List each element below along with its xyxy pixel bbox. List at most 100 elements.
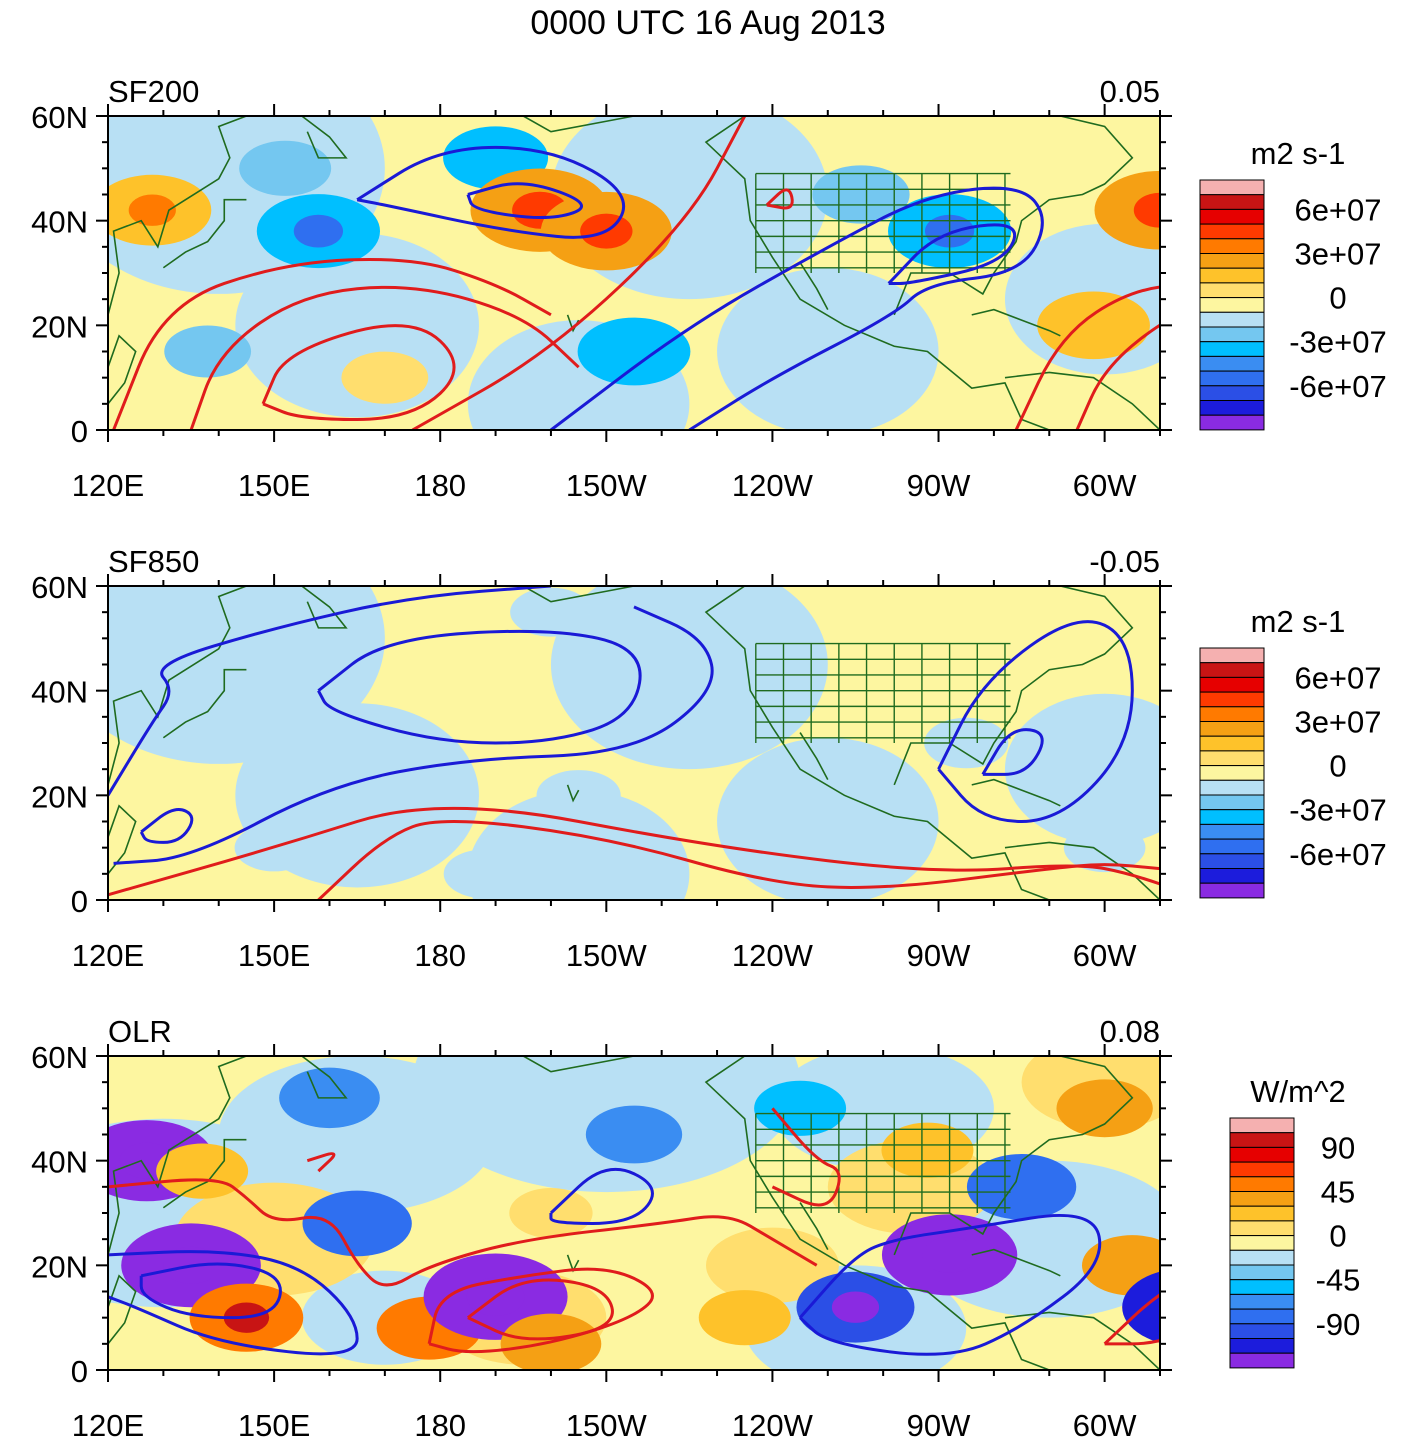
x-tick-label: 180 [414, 1408, 466, 1443]
anomaly-core [293, 214, 344, 248]
coastline [704, 586, 1050, 900]
colorbar-swatch [1229, 1308, 1295, 1325]
colorbar-swatch [1199, 400, 1265, 416]
coastline [799, 1202, 829, 1251]
colorbar-swatch [1199, 297, 1265, 313]
colorbar-label: -90 [1316, 1307, 1361, 1342]
colorbar-label: 6e+07 [1294, 192, 1381, 227]
colorbar-label: 90 [1321, 1130, 1355, 1165]
contour-negative [356, 145, 626, 239]
shaded-field [108, 116, 1160, 430]
contour-positive [108, 1178, 818, 1287]
colorbar-label: 6e+07 [1294, 660, 1381, 695]
coastline [971, 308, 1061, 337]
x-tick-label: 90W [907, 938, 971, 973]
anomaly-core [922, 1236, 977, 1273]
coastlines [108, 116, 1160, 430]
colorbar-swatch [1229, 1176, 1295, 1193]
contour-negative [937, 620, 1134, 823]
x-tick-label: 150W [566, 938, 648, 973]
coastline [522, 586, 635, 603]
coastline [108, 334, 137, 405]
colorbar-swatch [1199, 311, 1265, 328]
colorbar-swatch [1199, 267, 1265, 284]
contour-positive [306, 1152, 336, 1173]
colorbar-swatch [1199, 691, 1265, 708]
x-tick-label: 150W [566, 468, 648, 503]
coastline [522, 116, 635, 133]
coastline [522, 1056, 635, 1073]
contour-positive [1103, 1292, 1160, 1346]
anomaly-core [128, 194, 176, 226]
contour-positive [411, 116, 747, 430]
anomaly-cell [1037, 291, 1150, 360]
colorbar-swatch [1199, 823, 1265, 840]
x-tick-label: 180 [414, 938, 466, 973]
coastline [1004, 371, 1160, 430]
coastline [566, 784, 580, 803]
colorbar-swatch [1199, 735, 1265, 752]
colorbar-swatch [1199, 838, 1265, 855]
colorbar-swatch [1199, 326, 1265, 343]
contour-positive [1014, 285, 1160, 430]
colorbar-swatch [1229, 1191, 1295, 1207]
contour-negative [798, 1213, 1102, 1356]
colorbar-swatch [1229, 1205, 1295, 1222]
anomaly-cell [500, 1313, 602, 1370]
contour-positive [1075, 323, 1160, 430]
field-band [1004, 693, 1160, 845]
anomaly-cell [577, 317, 691, 386]
anomaly-cell [585, 1105, 683, 1164]
x-tick-label: 60W [1073, 468, 1137, 503]
anomaly-core [831, 1291, 880, 1323]
colorbar-swatch [1199, 370, 1265, 387]
y-tick-label: 40N [31, 1145, 88, 1180]
contour-positive [771, 1107, 841, 1207]
field-band [412, 1056, 801, 1193]
colorbar-swatch [1199, 721, 1265, 737]
panel-title: SF200 [108, 74, 199, 109]
contour-negative [139, 1262, 282, 1320]
colorbar-swatch [1199, 853, 1265, 869]
contour-negative [887, 223, 1017, 285]
anomaly-cell [754, 1080, 847, 1136]
colorbar-units: m2 s-1 [1251, 136, 1346, 171]
colorbar-swatch [1229, 1264, 1295, 1281]
x-tick-label: 60W [1073, 1408, 1137, 1443]
field-band [550, 586, 828, 770]
panel-title: SF850 [108, 544, 199, 579]
colorbar-swatch [1199, 341, 1265, 357]
coastlines [108, 586, 1160, 900]
x-tick-label: 90W [907, 1408, 971, 1443]
colorbar-units: W/m^2 [1250, 1074, 1345, 1109]
coastline [162, 668, 247, 739]
anomaly-cell [288, 728, 371, 778]
colorbar-swatch [1199, 809, 1265, 825]
x-tick-label: 120E [72, 938, 144, 973]
y-tick-label: 20N [31, 309, 88, 344]
coastline [799, 262, 829, 311]
coastline [108, 116, 247, 316]
x-tick-label: 150W [566, 1408, 648, 1443]
x-tick-label: 60W [1073, 938, 1137, 973]
colorbar-swatch [1229, 1323, 1295, 1340]
y-tick-label: 20N [31, 1249, 88, 1284]
contour-negative [108, 1250, 359, 1356]
anomaly-cell [1056, 1079, 1153, 1138]
colorbar-swatch [1229, 1235, 1295, 1251]
colorbar-swatch [1199, 385, 1265, 401]
y-tick-label: 40N [31, 205, 88, 240]
panel-title: OLR [108, 1014, 172, 1049]
colorbar-swatch [1199, 194, 1265, 210]
anomaly-cell [1063, 823, 1146, 873]
coastline [108, 586, 247, 786]
colorbar-label: 3e+07 [1294, 237, 1381, 272]
anomaly-cell [966, 1154, 1077, 1220]
colorbar-label: -3e+07 [1289, 793, 1386, 828]
coastline [162, 1138, 247, 1209]
y-tick-label: 20N [31, 779, 88, 814]
x-tick-label: 120W [732, 938, 814, 973]
panel-value: 0.05 [1100, 74, 1160, 109]
anomaly-core [1133, 192, 1160, 228]
coastline [108, 1274, 137, 1345]
